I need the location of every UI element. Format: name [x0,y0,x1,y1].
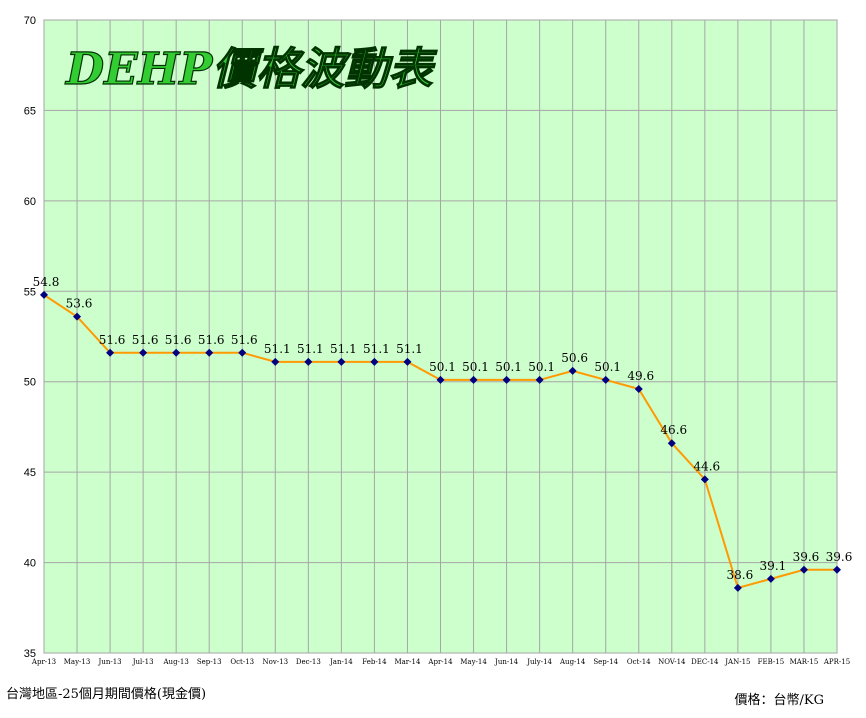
data-label: 50.1 [462,360,489,374]
data-point [733,583,742,592]
y-tick-label: 45 [24,467,36,479]
data-point [172,348,181,357]
data-label: 39.6 [793,550,820,564]
x-tick-label: May-13 [64,658,91,666]
x-tick-label: Jun-13 [98,658,122,666]
data-label: 54.8 [33,275,60,289]
data-label: 51.1 [297,342,324,356]
data-point [833,565,841,574]
data-label: 51.1 [363,342,390,356]
data-point [568,366,577,375]
x-tick-label: Apr-14 [427,658,453,666]
data-label: 46.6 [660,423,687,437]
data-point [337,357,346,366]
data-point [436,375,445,384]
data-label: 50.1 [594,360,621,374]
data-label: 39.6 [826,550,853,564]
data-point [304,357,313,366]
data-point [799,565,808,574]
x-tick-label: JAN-15 [724,658,750,666]
y-tick-label: 70 [24,15,36,27]
x-tick-label: Jul-13 [132,658,154,666]
x-tick-label: July-14 [526,658,552,666]
data-point [700,475,709,484]
data-label: 51.6 [231,333,258,347]
unit-note: 價格：台幣/KG [734,693,824,708]
y-tick-label: 65 [24,105,36,117]
x-tick-label: DEC-14 [691,658,719,666]
y-tick-label: 35 [24,648,36,660]
data-point [667,439,676,448]
x-tick-label: Dec-13 [296,658,321,666]
x-axis: Apr-13 May-13 Jun-13 Jul-13 Aug-13 Sep-13 Oct-… [31,658,850,666]
data-label: 51.6 [99,333,126,347]
y-axis: 35 40 45 50 55 60 65 70 [24,15,36,660]
chart-title: DEHP價格波動表 [64,44,437,95]
y-tick-label: 40 [24,558,36,570]
data-label: 38.6 [727,568,754,582]
data-label: 39.1 [760,559,787,573]
x-tick-label: MAR-15 [790,658,819,666]
x-tick-label: Oct-13 [230,658,254,666]
data-markers [40,290,841,592]
data-point [601,375,610,384]
y-tick-label: 55 [24,286,36,298]
data-point [106,348,115,357]
data-point [139,348,148,357]
data-point [238,348,247,357]
data-label: 44.6 [693,459,720,473]
data-point [469,375,478,384]
y-tick-label: 60 [24,196,36,208]
data-point [271,357,280,366]
x-tick-label: Oct-14 [627,658,651,666]
data-label: 50.1 [495,360,522,374]
x-tick-label: NOV-14 [658,658,686,666]
data-label: 51.6 [132,333,159,347]
data-label: 51.1 [396,342,423,356]
data-point [205,348,214,357]
data-label: 51.6 [198,333,225,347]
x-tick-label: FEB-15 [758,658,785,666]
data-label: 51.1 [264,342,291,356]
x-tick-label: Aug-14 [559,658,586,666]
y-tick-label: 50 [24,377,36,389]
data-label: 49.6 [627,369,654,383]
x-tick-label: Sep-13 [197,658,222,666]
data-label: 51.6 [165,333,192,347]
x-tick-label: May-14 [460,658,487,666]
x-tick-label: Mar-14 [394,658,421,666]
data-point [40,290,48,299]
x-tick-label: APR-15 [823,658,850,666]
data-label: 50.6 [561,351,588,365]
data-point [634,384,643,393]
data-point [766,574,775,583]
data-label: 51.1 [330,342,357,356]
data-labels: 54.8 53.6 51.6 51.6 51.6 51.6 51.6 51.1 51.1 51.1… [33,275,853,582]
x-tick-label: Apr-13 [31,658,56,666]
data-label: 50.1 [528,360,555,374]
data-point [73,312,82,321]
data-point [535,375,544,384]
footer-note: 台灣地區-25個月期間價格(現金價) [6,687,207,702]
data-label: 50.1 [429,360,456,374]
x-tick-label: Jan-14 [329,658,353,666]
x-tick-label: Nov-13 [263,658,289,666]
data-label: 53.6 [66,297,93,311]
grid-lines [43,19,838,654]
x-tick-label: Feb-14 [362,658,387,666]
x-tick-label: Aug-13 [163,658,189,666]
data-point [403,357,412,366]
data-point [502,375,511,384]
data-point [370,357,379,366]
x-tick-label: Jun-14 [494,658,519,666]
x-tick-label: Sep-14 [593,658,618,666]
